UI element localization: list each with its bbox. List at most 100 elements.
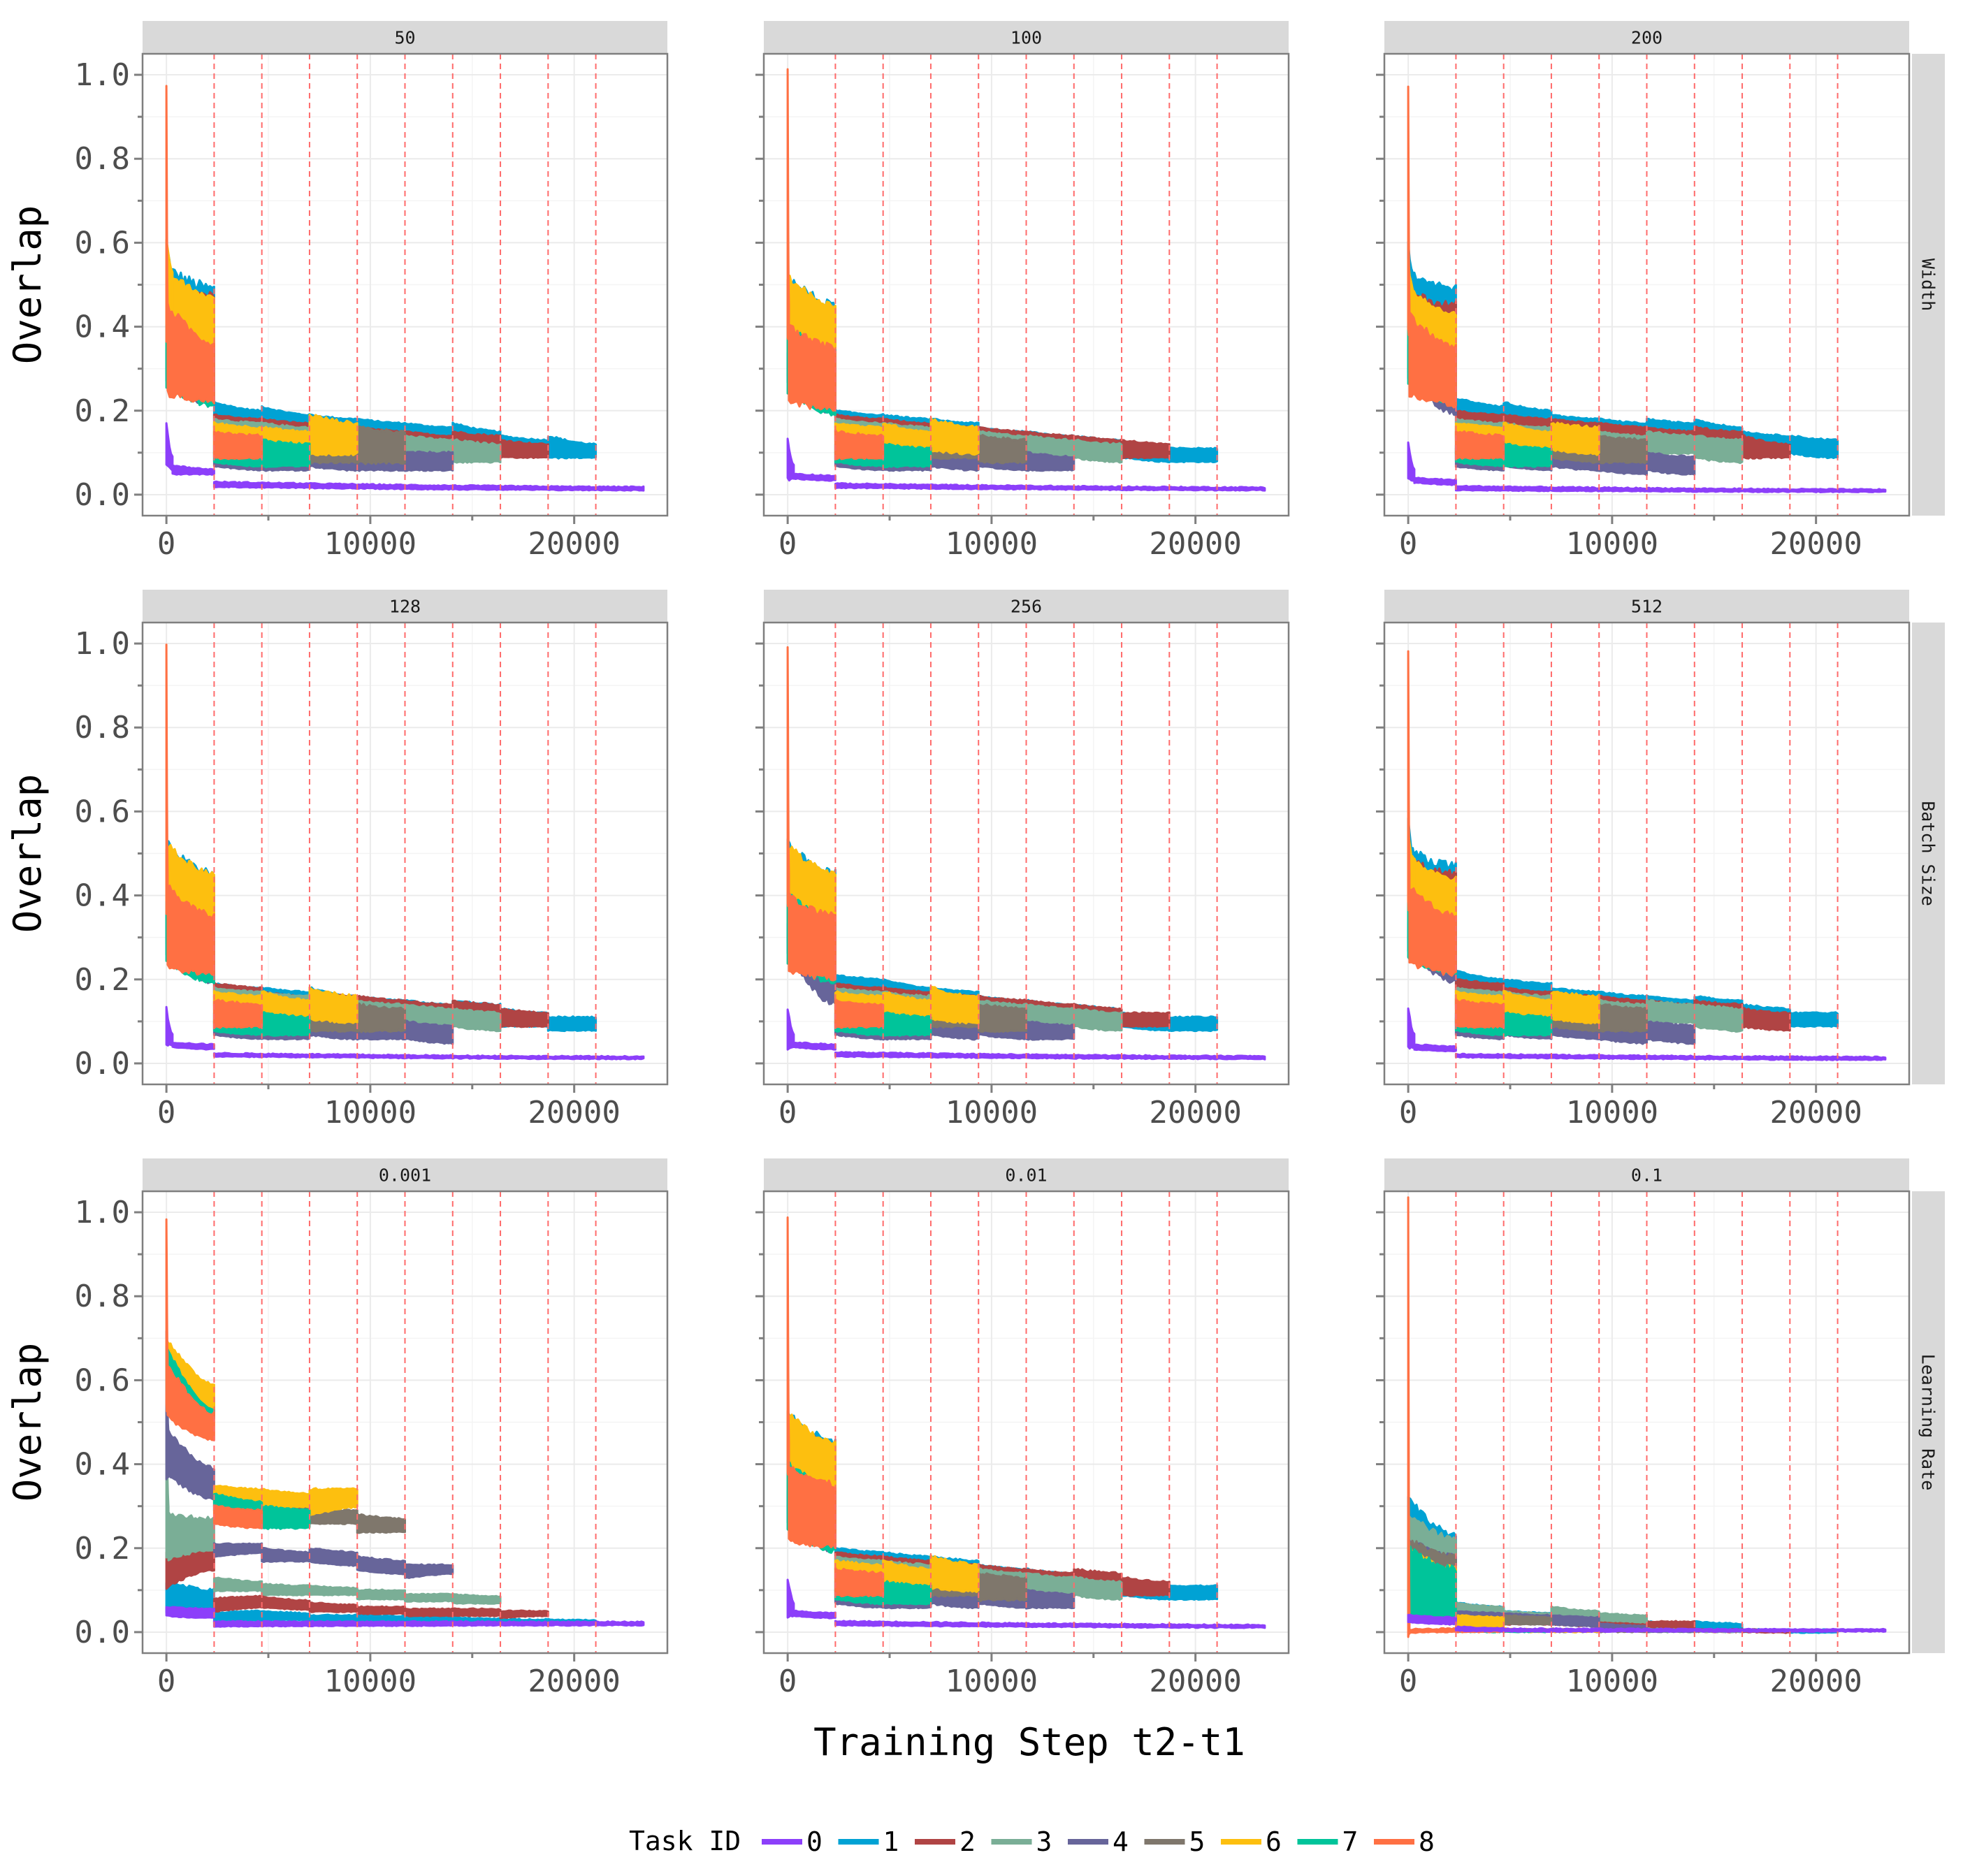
x-tick-label: 10000 (1566, 1664, 1658, 1699)
x-tick-label: 10000 (324, 1095, 416, 1130)
legend-label: 1 (883, 1826, 899, 1857)
y-tick-label: 0.4 (75, 1447, 130, 1483)
x-tick-label: 0 (778, 526, 797, 562)
y-tick-label: 1.0 (75, 57, 130, 93)
x-tick-label: 0 (1399, 526, 1418, 562)
legend-title: Task ID (629, 1826, 741, 1856)
x-tick-label: 0 (157, 1095, 176, 1130)
x-tick-label: 20000 (1149, 1095, 1241, 1130)
y-axis-title: Overlap (6, 205, 50, 365)
legend-item: 6 (1221, 1826, 1282, 1857)
facet-strip-label: 0.01 (1005, 1165, 1047, 1186)
facet-panel: 256 0 10000 20000 (755, 590, 1290, 1130)
y-tick-label: 0.2 (75, 393, 130, 429)
x-tick-label: 20000 (1769, 1095, 1862, 1130)
facet-panel: 100 0 10000 20000 (755, 21, 1290, 562)
x-tick-label: 20000 (1769, 1664, 1862, 1699)
facet-strip-label: 0.001 (379, 1165, 431, 1186)
facet-panel: 512 0 10000 20000 Batch Size (1376, 590, 1945, 1130)
facet-strip (764, 21, 1289, 54)
y-tick-label: 0.2 (75, 1531, 130, 1566)
x-tick-label: 10000 (946, 1664, 1038, 1699)
row-strip-label: Batch Size (1918, 801, 1939, 906)
facet-strip (143, 21, 667, 54)
y-tick-label: 0.4 (75, 878, 130, 914)
x-tick-label: 20000 (1769, 526, 1862, 562)
legend-item: 0 (762, 1826, 823, 1857)
facet-strip (1384, 590, 1909, 623)
series-group (786, 68, 1266, 492)
x-tick-label: 20000 (528, 1664, 620, 1699)
legend-label: 8 (1419, 1826, 1435, 1857)
facet-strip-label: 256 (1011, 597, 1042, 617)
facet-strip-label: 512 (1631, 597, 1663, 617)
x-tick-label: 10000 (946, 526, 1038, 562)
facet-strip-label: 50 (394, 28, 415, 48)
legend-label: 0 (806, 1826, 823, 1857)
y-tick-label: 1.0 (75, 1195, 130, 1230)
legend-items: 0 1 2 3 4 5 6 7 8 (762, 1826, 1435, 1857)
y-tick-label: 0.0 (75, 1615, 130, 1650)
y-tick-label: 0.4 (75, 310, 130, 345)
y-axis-title: Overlap (6, 1343, 50, 1502)
facet-panel: 200 0 10000 20000 Width (1376, 21, 1945, 562)
facet-panel: 128 0.0 0.2 0.4 0.6 0.8 1.0 0 10000 20000 Overlap (6, 590, 669, 1130)
y-tick-label: 0.0 (75, 1046, 130, 1082)
legend-item: 8 (1374, 1826, 1435, 1857)
legend-label: 4 (1113, 1826, 1129, 1857)
facet-strip-label: 200 (1631, 28, 1663, 48)
row-strip (1912, 623, 1945, 1084)
legend-label: 2 (959, 1826, 976, 1857)
facet-strip (1384, 1158, 1909, 1191)
x-tick-label: 20000 (528, 1095, 620, 1130)
x-tick-label: 20000 (528, 526, 620, 562)
facet-strip (143, 590, 667, 623)
series-task-4 (1407, 326, 1696, 477)
legend-item: 2 (915, 1826, 976, 1857)
y-tick-label: 0.0 (75, 477, 130, 513)
y-tick-label: 0.6 (75, 225, 130, 261)
x-tick-label: 20000 (1149, 1664, 1241, 1699)
legend-label: 7 (1342, 1826, 1359, 1857)
legend-label: 6 (1266, 1826, 1282, 1857)
x-tick-label: 10000 (1566, 526, 1658, 562)
x-tick-label: 0 (1399, 1095, 1418, 1130)
facet-strip (764, 590, 1289, 623)
legend-label: 5 (1189, 1826, 1205, 1857)
x-tick-label: 10000 (324, 526, 416, 562)
legend-label: 3 (1036, 1826, 1052, 1857)
x-tick-label: 0 (157, 1664, 176, 1699)
legend-item: 4 (1068, 1826, 1129, 1857)
facet-strip-label: 100 (1011, 28, 1042, 48)
y-tick-label: 0.8 (75, 1279, 130, 1314)
facet-panel: 50 0.0 0.2 0.4 0.6 0.8 1.0 0 10000 20000 Overlap (6, 21, 669, 562)
legend: Task ID 0 1 2 3 4 5 6 7 8 (629, 1826, 1435, 1857)
x-axis-title: Training Step t2-t1 (813, 1720, 1245, 1764)
facet-panel: 0.01 0 10000 20000 (755, 1158, 1290, 1699)
facet-strip (1384, 21, 1909, 54)
series-group (165, 1218, 645, 1628)
row-strip-label: Learning Rate (1918, 1354, 1939, 1491)
facet-strip (143, 1158, 667, 1191)
x-tick-label: 20000 (1149, 526, 1241, 562)
y-tick-label: 0.8 (75, 141, 130, 177)
row-strip (1912, 1191, 1945, 1653)
x-tick-label: 0 (1399, 1664, 1418, 1699)
facet-panel: 0.001 0.0 0.2 0.4 0.6 0.8 1.0 0 10000 20000 Overla… (6, 1158, 669, 1699)
y-axis-title: Overlap (6, 774, 50, 933)
x-tick-label: 0 (778, 1095, 797, 1130)
row-strip-label: Width (1918, 259, 1939, 311)
legend-item: 7 (1297, 1826, 1359, 1857)
row-strip (1912, 54, 1945, 516)
x-tick-label: 0 (778, 1664, 797, 1699)
legend-item: 5 (1144, 1826, 1205, 1857)
y-tick-label: 1.0 (75, 626, 130, 662)
x-tick-label: 0 (157, 526, 176, 562)
x-tick-label: 10000 (1566, 1095, 1658, 1130)
y-tick-label: 0.6 (75, 794, 130, 829)
panel-grid: 500.00.20.40.60.81.00 10000 20000Overlap10… (6, 21, 1945, 1699)
y-tick-label: 0.2 (75, 962, 130, 998)
y-tick-label: 0.8 (75, 710, 130, 746)
facet-strip-label: 128 (389, 597, 421, 617)
